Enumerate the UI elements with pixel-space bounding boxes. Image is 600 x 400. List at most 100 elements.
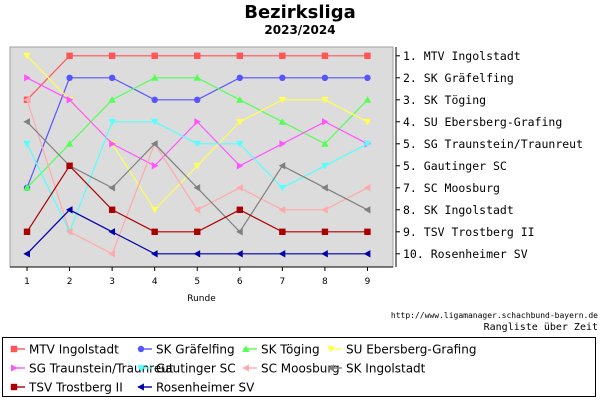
data-point <box>364 52 371 59</box>
chart-legend: MTV Ingolstadt SK Gräfelfing SK Töging SU E… <box>2 337 596 397</box>
data-point <box>108 184 116 192</box>
x-tick-label: 4 <box>152 277 158 287</box>
data-point <box>363 184 371 192</box>
data-point <box>236 74 243 82</box>
x-tick-label: 7 <box>279 277 285 287</box>
x-tick-label: 9 <box>365 277 371 287</box>
rank-label: 7. SC Moosburg <box>403 181 500 195</box>
chart-caption: Rangliste über Zeit <box>483 322 598 333</box>
data-point <box>321 118 329 126</box>
data-point <box>108 118 116 126</box>
data-point <box>23 184 31 191</box>
data-point <box>151 140 158 148</box>
data-point <box>321 184 328 192</box>
x-tick-label: 6 <box>237 277 243 287</box>
data-point <box>236 52 243 59</box>
legend-item: MTV Ingolstadt <box>10 343 119 357</box>
data-point <box>278 96 287 104</box>
legend-marker <box>242 364 249 372</box>
data-point <box>151 206 159 214</box>
source-url: http://www.ligamanager.schachbund-bayern… <box>390 311 598 320</box>
rank-label: 10. Rosenheimer SV <box>403 247 528 261</box>
data-point <box>108 96 116 103</box>
data-point <box>321 206 328 214</box>
data-point <box>66 162 73 169</box>
x-tick-label: 1 <box>24 277 30 287</box>
data-point <box>279 140 287 148</box>
legend-marker <box>327 364 334 372</box>
rank-label: 3. SK Töging <box>403 93 486 107</box>
rank-label: 2. SK Gräfelfing <box>403 71 514 85</box>
series-8 <box>23 162 371 235</box>
legend-marker <box>137 383 144 391</box>
data-point <box>279 74 286 82</box>
data-point <box>193 140 201 148</box>
data-point <box>236 184 243 192</box>
data-point <box>24 74 31 82</box>
data-point <box>236 118 244 126</box>
data-point <box>193 162 201 170</box>
data-point <box>109 140 116 148</box>
legend-marker <box>137 345 145 353</box>
series-4 <box>24 74 372 170</box>
data-point <box>194 52 201 59</box>
data-point <box>66 52 73 59</box>
data-point <box>151 162 159 170</box>
series-9 <box>23 206 371 258</box>
data-point <box>279 52 286 59</box>
data-point <box>194 228 201 235</box>
series-2 <box>23 74 372 191</box>
data-point <box>23 228 31 235</box>
data-point <box>194 118 201 126</box>
data-point <box>321 96 329 104</box>
data-point <box>23 140 31 148</box>
data-point <box>236 162 244 170</box>
legend-label: MTV Ingolstadt <box>29 343 119 357</box>
data-point <box>108 228 116 236</box>
series-0 <box>23 52 371 103</box>
data-point <box>321 140 329 147</box>
data-point <box>151 250 158 258</box>
data-point <box>65 140 74 147</box>
rank-label: 1. MTV Ingolstadt <box>403 49 521 63</box>
data-point <box>321 250 328 258</box>
data-point <box>321 228 329 235</box>
legend-label: SC Moosburg <box>261 362 340 376</box>
legend-label: Rosenheimer SV <box>156 381 255 395</box>
data-point <box>236 250 243 258</box>
data-point <box>108 52 116 59</box>
data-point <box>65 206 73 214</box>
data-point <box>193 250 201 258</box>
legend-item: SK Ingolstadt <box>327 362 426 376</box>
legend-marker <box>137 365 145 372</box>
data-point <box>278 162 286 170</box>
data-point <box>363 250 371 258</box>
data-point <box>236 96 244 103</box>
data-point <box>278 250 286 258</box>
legend-marker <box>242 345 250 352</box>
data-point <box>108 250 116 258</box>
data-point <box>23 96 30 104</box>
data-point <box>321 74 329 82</box>
data-point <box>363 206 371 214</box>
data-point <box>278 118 287 125</box>
legend-label: SK Gräfelfing <box>156 343 235 357</box>
data-point <box>193 206 201 214</box>
legend-marker <box>10 383 18 391</box>
data-point <box>363 140 372 148</box>
data-point <box>66 96 74 104</box>
x-tick-label: 3 <box>109 277 115 287</box>
data-point <box>151 228 158 235</box>
data-point <box>23 250 30 258</box>
legend-marker <box>11 364 18 372</box>
legend-label: Gautinger SC <box>156 362 236 376</box>
rank-label: 5. Gautinger SC <box>403 159 507 173</box>
legend-marker <box>10 345 18 353</box>
legend-item: Gautinger SC <box>137 362 236 376</box>
series-5 <box>23 118 372 236</box>
x-tick-label: 2 <box>67 277 73 287</box>
legend-item: SK Töging <box>242 343 320 357</box>
data-point <box>279 228 286 235</box>
data-point <box>236 228 243 236</box>
legend-label: TSV Trostberg II <box>28 381 123 395</box>
